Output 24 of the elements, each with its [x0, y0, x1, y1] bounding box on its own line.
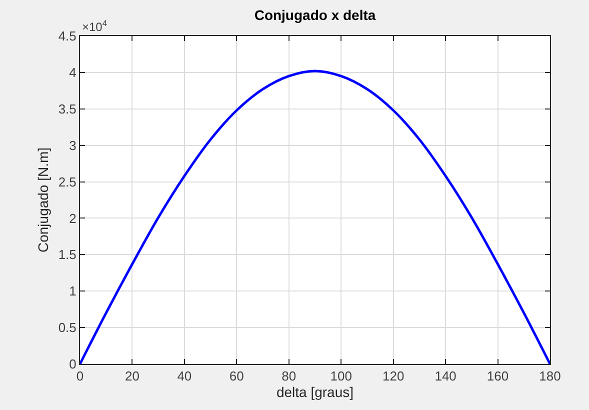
- x-tick-label: 140: [434, 368, 456, 384]
- y-tick-label: 0: [69, 356, 76, 372]
- chart-title: Conjugado x delta: [254, 7, 376, 24]
- line-series: [80, 70, 550, 364]
- x-tick-label: 80: [282, 368, 296, 384]
- y-tick-label: 0.5: [58, 320, 76, 336]
- x-tick-label: 180: [539, 368, 561, 384]
- y-axis-title: Conjugado [N.m]: [34, 147, 51, 253]
- y-tick-label: 4: [69, 64, 76, 80]
- y-tick-label: 3: [69, 138, 76, 153]
- x-tick-label: 40: [177, 368, 192, 384]
- y-tick-label: 2.5: [58, 174, 76, 190]
- x-tick-label: 60: [229, 368, 244, 384]
- y-tick-label: 4.5: [58, 28, 76, 44]
- x-tick-label: 20: [124, 368, 140, 384]
- x-axis-title: delta [graus]: [276, 384, 354, 400]
- y-tick-label: 3.5: [58, 101, 76, 116]
- y-tick-label: 1.5: [58, 247, 76, 262]
- text: ×10$^{4}$: [82, 18, 108, 34]
- x-tick-label: 120: [382, 368, 404, 384]
- x-tick-label: 160: [486, 368, 509, 384]
- y-tick-label: 1: [69, 284, 76, 299]
- x-tick-label: 100: [330, 368, 352, 384]
- y-tick-label: 2: [69, 210, 76, 226]
